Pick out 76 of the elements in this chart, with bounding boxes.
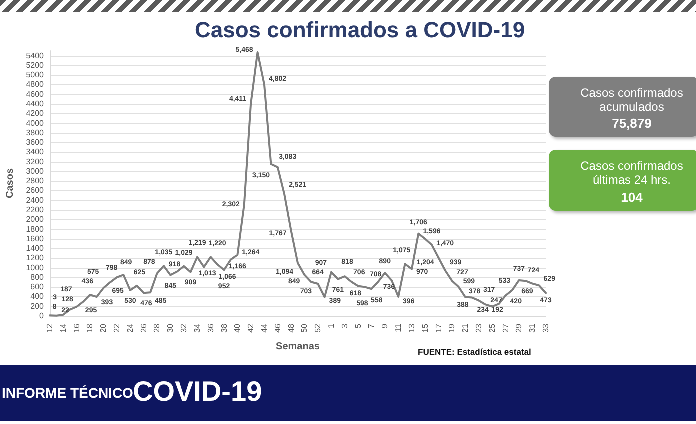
y-tick-label: 3400 (26, 148, 45, 157)
y-tick-label: 3200 (26, 157, 45, 166)
x-tick-label: 27 (501, 323, 510, 333)
x-tick-label: 28 (152, 323, 162, 333)
y-tick-label: 1200 (26, 254, 45, 263)
y-tick-label: 1400 (26, 244, 45, 254)
y-tick-label: 2600 (26, 186, 45, 196)
x-tick-label: 36 (206, 323, 216, 333)
y-tick-label: 4400 (26, 100, 45, 108)
x-tick-label: 18 (86, 323, 95, 333)
y-tick-label: 1600 (26, 234, 45, 244)
text: COVID-19 (133, 376, 262, 408)
x-tick-label: 19 (448, 323, 457, 333)
x-tick-label: 20 (99, 323, 108, 333)
x-axis-title: Semanas (276, 342, 320, 352)
x-tick-label: 48 (286, 323, 296, 333)
text: INFORME TÉCNICO (2, 385, 134, 401)
x-tick-label: 22 (112, 323, 122, 333)
y-tick-label: 600 (30, 282, 45, 292)
x-tick-label: 9 (380, 323, 390, 328)
x-tick-label: 12 (46, 323, 54, 333)
x-tick-label: 30 (166, 323, 176, 333)
y-tick-label: 4200 (26, 109, 45, 118)
y-tick-label: 1000 (26, 263, 45, 272)
y-tick-label: 2400 (26, 196, 45, 205)
x-tick-label: 50 (300, 323, 310, 333)
y-tick-label: 2200 (26, 206, 45, 214)
y-tick-label: 800 (30, 272, 45, 282)
y-axis-title: Casos (4, 168, 16, 199)
x-tick-label: 32 (180, 323, 189, 333)
x-tick-label: 46 (273, 323, 282, 333)
x-tick-label: 3 (340, 323, 350, 328)
y-tick-label: 4600 (26, 90, 45, 99)
chart-title: Casos confirmados a COVID-19 (195, 18, 526, 42)
x-tick-label: 13 (407, 323, 416, 333)
x-tick-label: 25 (488, 323, 497, 333)
y-tick-label: 5200 (26, 60, 45, 70)
x-tick-label: 7 (367, 323, 376, 328)
x-tick-label: 40 (233, 323, 242, 333)
x-tick-label: 24 (126, 323, 135, 333)
y-tick-label: 4000 (26, 118, 45, 128)
x-tick-label: 15 (420, 323, 430, 333)
x-tick-label: 17 (434, 323, 444, 333)
y-tick-label: 1800 (26, 224, 45, 234)
x-tick-label: 21 (461, 323, 470, 333)
y-tick-label: 2800 (26, 176, 45, 186)
x-tick-label: 42 (246, 323, 256, 333)
source-note: FUENTE: Estadística estatal (418, 347, 532, 357)
x-tick-label: 23 (474, 323, 484, 333)
x-tick-label: 5 (354, 323, 363, 328)
y-tick-label: 200 (30, 302, 45, 311)
x-tick-label: 11 (394, 323, 404, 332)
x-tick-label: 34 (192, 323, 202, 333)
y-tick-label: 5400 (26, 51, 45, 60)
y-tick-label: 4800 (26, 80, 45, 90)
x-tick-label: 38 (220, 323, 229, 333)
text: Casos confirmados últimas 24 hrs. (580, 159, 684, 187)
y-tick-label: 400 (30, 292, 45, 302)
x-tick-label: 26 (139, 323, 148, 333)
text: 104 (620, 190, 644, 205)
y-tick-label: 3000 (26, 166, 45, 176)
x-tick-label: 52 (314, 323, 323, 333)
x-tick-label: 44 (260, 323, 269, 333)
y-tick-label: 0 (40, 312, 45, 320)
y-tick-label: 3600 (26, 138, 45, 148)
x-tick-label: 1 (327, 323, 336, 328)
x-tick-label: 31 (528, 323, 538, 333)
x-tick-label: 16 (72, 323, 82, 333)
x-tick-label: 33 (542, 323, 550, 333)
y-tick-label: 3800 (26, 128, 45, 138)
y-tick-label: 2000 (26, 215, 45, 224)
y-tick-label: 5000 (26, 70, 45, 80)
x-tick-label: 14 (58, 323, 68, 333)
text: 75,879 (611, 116, 653, 131)
x-tick-label: 29 (514, 323, 524, 333)
text: Casos confirmados acumulados (580, 86, 684, 114)
